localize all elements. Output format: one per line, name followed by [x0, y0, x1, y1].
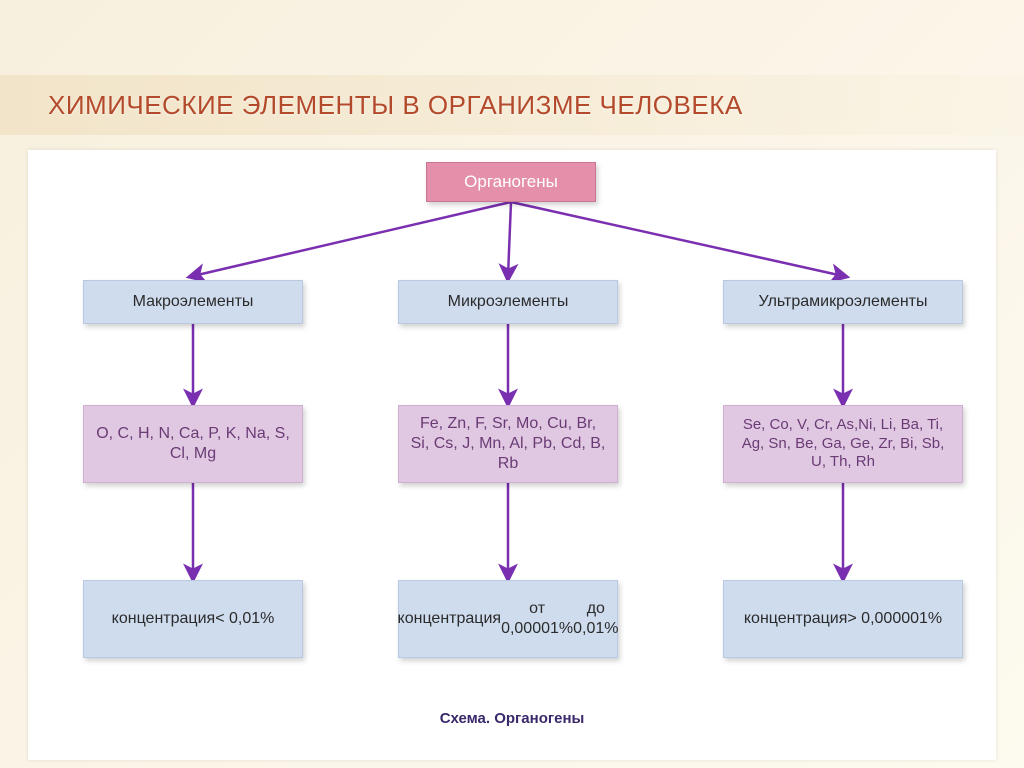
diagram-caption: Схема. Органогены — [28, 710, 996, 727]
page-background: ХИМИЧЕСКИЕ ЭЛЕМЕНТЫ В ОРГАНИЗМЕ ЧЕЛОВЕКА… — [0, 0, 1024, 768]
node-macro: Макроэлементы — [83, 280, 303, 324]
node-micro: Микроэлементы — [398, 280, 618, 324]
node-ultra_c: концентрация> 0,000001% — [723, 580, 963, 658]
node-ultra: Ультрамикроэлементы — [723, 280, 963, 324]
page-title: ХИМИЧЕСКИЕ ЭЛЕМЕНТЫ В ОРГАНИЗМЕ ЧЕЛОВЕКА — [48, 90, 743, 121]
edge-root-macro — [193, 202, 511, 276]
edge-root-micro — [508, 202, 511, 276]
node-ultra_el: Se, Co, V, Cr, As,Ni, Li, Ba, Ti, Ag, Sn… — [723, 405, 963, 483]
node-micro_el: Fe, Zn, F, Sr, Mo, Cu, Br, Si, Cs, J, Mn… — [398, 405, 618, 483]
node-root: Органогены — [426, 162, 596, 202]
node-macro_el: O, C, H, N, Ca, P, K, Na, S, Cl, Mg — [83, 405, 303, 483]
diagram-canvas: Органогены Макроэлементы Микроэлементы Ульт… — [28, 150, 996, 760]
title-band: ХИМИЧЕСКИЕ ЭЛЕМЕНТЫ В ОРГАНИЗМЕ ЧЕЛОВЕКА — [0, 75, 1024, 135]
node-macro_c: концентрация< 0,01% — [83, 580, 303, 658]
node-micro_c: концентрацияот 0,00001%до 0,01% — [398, 580, 618, 658]
edge-root-ultra — [511, 202, 843, 276]
